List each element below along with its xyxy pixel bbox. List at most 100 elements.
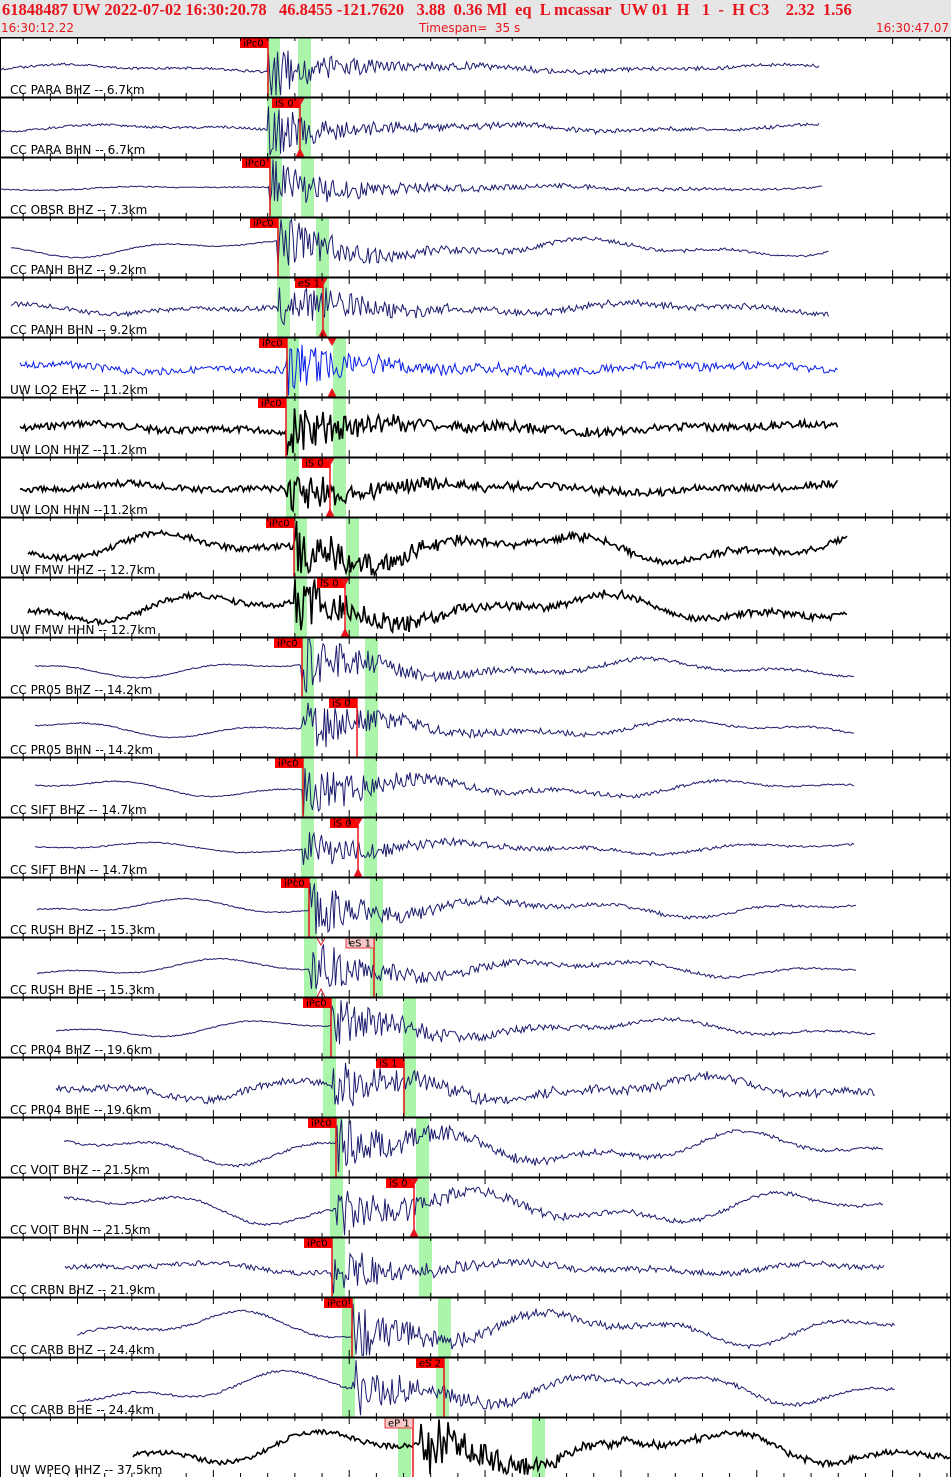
- pick-flag[interactable]: [416, 1358, 444, 1368]
- pick-flag[interactable]: [330, 818, 358, 828]
- waveform-trace: [0, 50, 820, 96]
- trace-panel[interactable]: iPc0 CC SIFT BHZ -- 14.7km: [0, 756, 951, 817]
- pick-flag-label: iS 0: [305, 459, 324, 470]
- pick-flag[interactable]: [266, 518, 294, 528]
- station-label: CC RUSH BHE -- 15.3km: [10, 983, 155, 997]
- trace-panel[interactable]: iS 0 CC PR05 BHN -- 14.2km: [0, 696, 951, 757]
- pick-flag-label: iS 0: [389, 1179, 408, 1190]
- timespan-label: Timespan= 35 s: [419, 21, 521, 35]
- trace-panel[interactable]: iPc0 CC OBSR BHZ -- 7.3km: [0, 156, 951, 217]
- pick-flag-label: iPc0: [269, 519, 290, 530]
- trace-panel[interactable]: iPc0 UW FMW HHZ -- 12.7km: [0, 516, 951, 579]
- trace-panel[interactable]: iPc0 CC PR05 BHZ -- 14.2km: [0, 636, 951, 697]
- station-label: CC PR04 BHZ -- 19.6km: [10, 1043, 152, 1057]
- waveform-trace: [0, 106, 820, 156]
- trace-panel[interactable]: eS 2 CC CARB BHE -- 24.4km: [0, 1356, 951, 1417]
- pick-flag[interactable]: [304, 1238, 332, 1248]
- pick-triangle-bottom-icon: [325, 507, 335, 518]
- waveform-trace: [27, 520, 848, 579]
- pick-flag[interactable]: [275, 758, 303, 768]
- pick-flag-label: eP 1: [388, 1419, 410, 1430]
- trace-panel[interactable]: iPc0 UW LON HHZ --11.2km: [0, 396, 951, 457]
- trace-panel[interactable]: iS 0 UW FMW HHN -- 12.7km: [0, 576, 951, 638]
- pick-flag-label: iPc0: [261, 399, 282, 410]
- trace-panel[interactable]: iPc0 CC PANH BHZ -- 9.2km: [0, 216, 951, 277]
- pick-window-band: [438, 1298, 451, 1357]
- station-label: CC OBSR BHZ -- 7.3km: [10, 203, 147, 217]
- station-label: UW LON HHZ --11.2km: [10, 443, 147, 457]
- pick-flag-label: iPc0: [277, 639, 298, 650]
- trace-panel[interactable]: iS 0 UW LON HHN --11.2km: [0, 456, 951, 518]
- station-label: CC RUSH BHZ -- 15.3km: [10, 923, 155, 937]
- pick-flag[interactable]: [324, 1298, 352, 1308]
- trace-panel[interactable]: iPc0 CC RUSH BHZ -- 15.3km: [0, 876, 951, 937]
- pick-flag[interactable]: [258, 398, 286, 408]
- pick-flag[interactable]: [295, 278, 323, 288]
- pick-window-band: [301, 698, 314, 757]
- trace-panel[interactable]: iPc0 CC VOIT BHZ -- 21.5km: [0, 1116, 951, 1177]
- trace-panel[interactable]: eS 1 CC PANH BHN -- 9.2km: [0, 276, 951, 338]
- pick-flag[interactable]: [259, 338, 287, 348]
- station-label: UW FMW HHN -- 12.7km: [10, 623, 156, 637]
- pick-window-band: [298, 38, 311, 97]
- trace-panel[interactable]: eP 1 UW WPEQ HHZ -- 37.5km: [0, 1416, 951, 1477]
- pick-flag-label: iPc0: [262, 339, 283, 350]
- waveform-trace: [76, 1303, 895, 1356]
- waveform-trace: [34, 702, 855, 748]
- event-summary-title: 61848487 UW 2022-07-02 16:30:20.78 46.84…: [2, 0, 852, 19]
- pick-window-band: [364, 818, 377, 877]
- waveform-trace: [36, 882, 857, 935]
- pick-window-band: [330, 1178, 343, 1237]
- pick-flag-label: iPc0: [311, 1119, 332, 1130]
- pick-flag-label: eS 2: [419, 1359, 441, 1370]
- pick-flag[interactable]: [317, 578, 345, 588]
- pick-triangle-top-icon: [316, 937, 326, 947]
- pick-flag[interactable]: [302, 458, 330, 468]
- trace-panel[interactable]: iS 1 CC PR04 BHE -- 19.6km: [0, 1056, 951, 1117]
- pick-flag[interactable]: [308, 1118, 336, 1128]
- pick-flag[interactable]: [272, 98, 300, 108]
- station-label: CC PR05 BHN -- 14.2km: [10, 743, 153, 757]
- pick-flag[interactable]: [376, 1058, 404, 1068]
- pick-flag-label: iPc0: [327, 1299, 348, 1310]
- trace-panel[interactable]: iPc0 CC PR04 BHZ -- 19.6km: [0, 996, 951, 1057]
- pick-window-band: [286, 458, 299, 517]
- pick-flag-label: iS 0: [333, 819, 352, 830]
- trace-panel[interactable]: iS 0 CC VOIT BHN -- 21.5km: [0, 1176, 951, 1238]
- pick-flag[interactable]: [281, 878, 309, 888]
- pick-window-band: [323, 998, 336, 1057]
- pick-flag[interactable]: [240, 38, 268, 48]
- pick-flag-label: iPc0: [278, 759, 299, 770]
- pick-flag-label: eS 1: [349, 939, 371, 950]
- pick-flag[interactable]: [303, 998, 331, 1008]
- waveform-trace: [27, 579, 848, 635]
- station-label: UW WPEQ HHZ -- 37.5km: [10, 1463, 162, 1477]
- pick-window-band: [301, 818, 314, 877]
- trace-panel[interactable]: iS 0CC PARA BHN -- 6.7km: [0, 96, 951, 158]
- waveform-trace: [19, 408, 839, 456]
- pick-flag[interactable]: [274, 638, 302, 648]
- waveform-trace: [64, 1252, 885, 1294]
- waveform-trace: [63, 1186, 884, 1236]
- waveform-trace: [55, 1000, 876, 1045]
- pick-flag[interactable]: [386, 1178, 414, 1188]
- trace-panel[interactable]: eS 1 CC RUSH BHE -- 15.3km: [0, 936, 951, 998]
- event-header: 61848487 UW 2022-07-02 16:30:20.78 46.84…: [0, 0, 951, 37]
- trace-panel[interactable]: iPc0 CC CARB BHZ -- 24.4km: [0, 1296, 951, 1357]
- pick-flag[interactable]: [242, 158, 270, 168]
- trace-panel[interactable]: iPc0 UW LO2 EHZ -- 11.2km: [0, 336, 951, 398]
- pick-flag[interactable]: [329, 698, 357, 708]
- pick-flag[interactable]: [250, 218, 278, 228]
- trace-panel[interactable]: iPc0 CC CRBN BHZ -- 21.9km: [0, 1236, 951, 1297]
- end-time: 16:30:47.07: [876, 21, 949, 35]
- waveform-trace: [10, 217, 829, 266]
- station-label: CC CARB BHZ -- 24.4km: [10, 1343, 155, 1357]
- waveform-trace: [34, 768, 855, 815]
- station-label: CC PANH BHZ -- 9.2km: [10, 263, 147, 277]
- trace-panel[interactable]: iS 0 CC SIFT BHN -- 14.7km: [0, 816, 951, 878]
- pick-window-band: [416, 1118, 429, 1177]
- station-label: CC PR04 BHE -- 19.6km: [10, 1103, 152, 1117]
- waveform-trace: [76, 1360, 895, 1416]
